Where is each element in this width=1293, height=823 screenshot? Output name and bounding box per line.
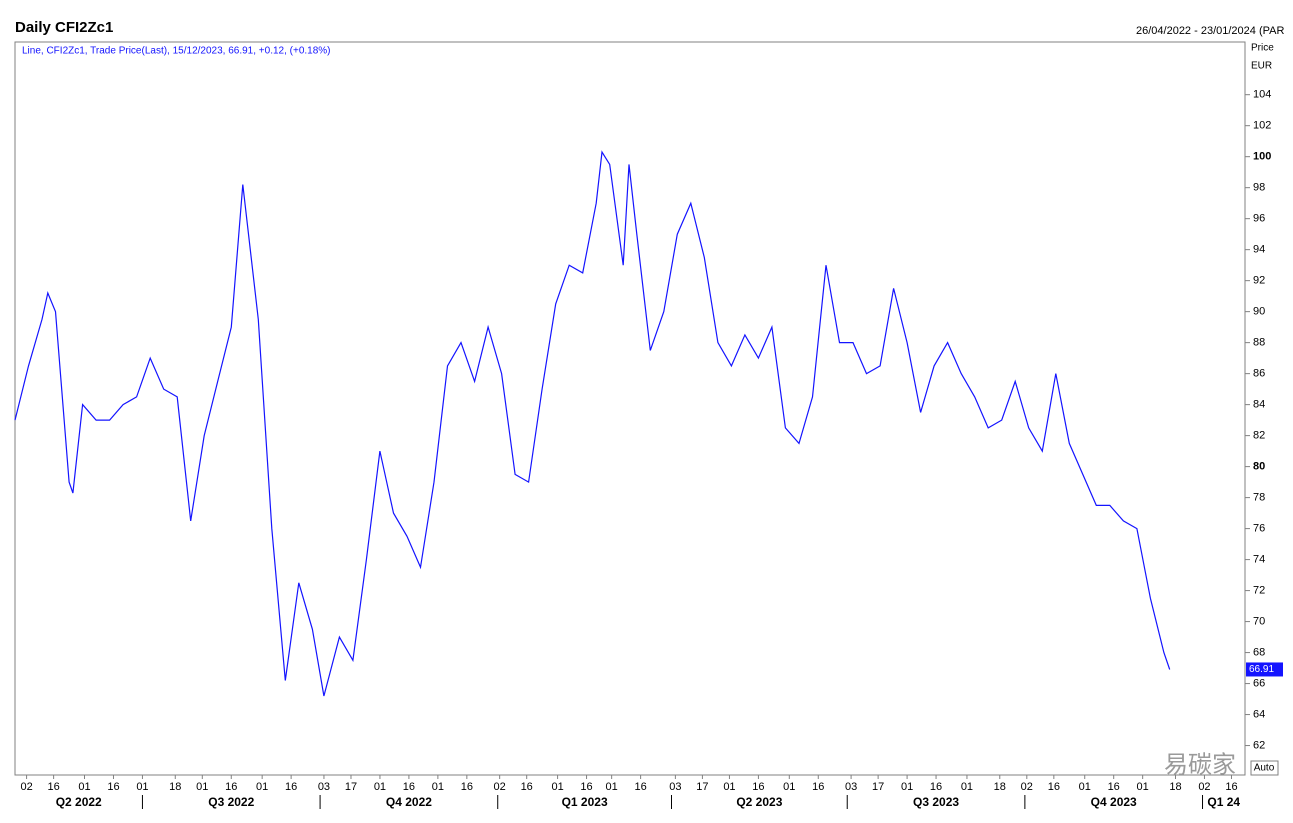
x-tick-label: 16 [403, 781, 415, 793]
y-tick-label: 76 [1253, 523, 1265, 535]
last-value-label: 66.91 [1249, 664, 1274, 675]
x-tick-label: 16 [47, 781, 59, 793]
x-tick-label: 16 [580, 781, 592, 793]
y-tick-label: 98 [1253, 182, 1265, 194]
quarter-label: Q3 2023 [913, 795, 959, 809]
y-tick-label: 90 [1253, 306, 1265, 318]
last-value-tag [1246, 662, 1283, 677]
x-tick-label: 02 [1021, 781, 1033, 793]
x-tick-label: 16 [225, 781, 237, 793]
quarter-label: Q3 2022 [208, 795, 254, 809]
x-tick-label: 02 [1198, 781, 1210, 793]
y-tick-label: 92 [1253, 275, 1265, 287]
x-tick-label: 01 [606, 781, 618, 793]
x-tick-label: 17 [696, 781, 708, 793]
y-tick-label: 86 [1253, 368, 1265, 380]
watermark: 易碳家 [1164, 751, 1236, 778]
legend-text: Line, CFI2Zc1, Trade Price(Last), 15/12/… [22, 46, 331, 57]
x-tick-label: 01 [961, 781, 973, 793]
x-tick-label: 16 [930, 781, 942, 793]
x-tick-label: 03 [669, 781, 681, 793]
x-tick-label: 01 [432, 781, 444, 793]
y-tick-label: 80 [1253, 461, 1265, 473]
quarter-label: Q1 24 [1207, 795, 1240, 809]
x-tick-label: 01 [1137, 781, 1149, 793]
x-tick-label: 16 [521, 781, 533, 793]
x-tick-label: 01 [256, 781, 268, 793]
y-tick-label: 68 [1253, 646, 1265, 658]
x-tick-label: 01 [723, 781, 735, 793]
quarter-label: Q2 2023 [736, 795, 782, 809]
quarter-label: Q1 2023 [562, 795, 608, 809]
x-tick-label: 16 [1108, 781, 1120, 793]
y-tick-label: 74 [1253, 554, 1265, 566]
x-tick-label: 16 [461, 781, 473, 793]
x-tick-label: 01 [136, 781, 148, 793]
y-tick-label: 78 [1253, 492, 1265, 504]
x-tick-label: 17 [345, 781, 357, 793]
x-tick-label: 18 [994, 781, 1006, 793]
y-tick-label: 94 [1253, 244, 1265, 256]
quarter-label: Q4 2023 [1091, 795, 1137, 809]
x-tick-label: 02 [20, 781, 32, 793]
plot-frame [14, 41, 1246, 776]
y-tick-label: 102 [1253, 120, 1271, 132]
x-tick-label: 03 [318, 781, 330, 793]
x-tick-label: 02 [494, 781, 506, 793]
x-tick-label: 01 [1079, 781, 1091, 793]
scale-mode[interactable]: Auto [1254, 763, 1275, 774]
quarter-label: Q2 2022 [56, 795, 102, 809]
x-tick-label: 01 [783, 781, 795, 793]
x-tick-label: 01 [374, 781, 386, 793]
x-tick-label: 16 [1048, 781, 1060, 793]
quarter-label: Q4 2022 [386, 795, 432, 809]
chart-title: Daily CFI2Zc1 [15, 19, 113, 36]
y-tick-label: 66 [1253, 677, 1265, 689]
x-tick-label: 16 [812, 781, 824, 793]
x-tick-label: 16 [107, 781, 119, 793]
x-tick-label: 01 [196, 781, 208, 793]
y-tick-label: 96 [1253, 213, 1265, 225]
y-tick-label: 82 [1253, 430, 1265, 442]
x-tick-label: 17 [872, 781, 884, 793]
x-tick-label: 01 [551, 781, 563, 793]
y-axis-label: Price [1251, 43, 1274, 54]
y-tick-label: 72 [1253, 584, 1265, 596]
x-tick-label: 03 [845, 781, 857, 793]
y-tick-label: 104 [1253, 89, 1271, 101]
y-tick-label: 70 [1253, 615, 1265, 627]
x-tick-label: 16 [285, 781, 297, 793]
x-tick-label: 16 [634, 781, 646, 793]
y-axis-unit: EUR [1251, 61, 1272, 72]
y-tick-label: 64 [1253, 708, 1265, 720]
x-tick-label: 16 [752, 781, 764, 793]
y-tick-label: 88 [1253, 337, 1265, 349]
y-tick-label: 62 [1253, 739, 1265, 751]
date-range: 26/04/2022 - 23/01/2024 (PAR [1136, 25, 1284, 37]
x-tick-label: 18 [1169, 781, 1181, 793]
scale-mode-button[interactable] [1250, 760, 1279, 776]
x-tick-label: 16 [1225, 781, 1237, 793]
x-tick-label: 18 [169, 781, 181, 793]
x-tick-label: 01 [901, 781, 913, 793]
y-tick-label: 84 [1253, 399, 1265, 411]
price-line [14, 150, 1171, 697]
y-tick-label: 100 [1253, 151, 1271, 163]
x-tick-label: 01 [78, 781, 90, 793]
